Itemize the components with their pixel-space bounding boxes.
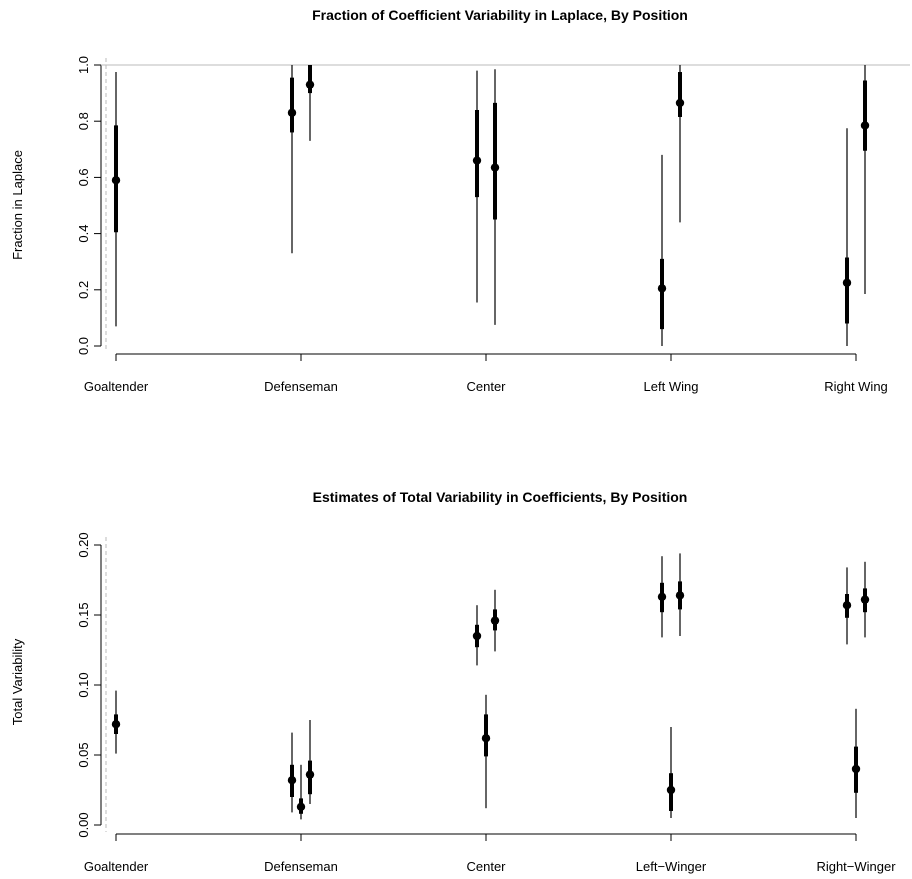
panel-total-variability: Estimates of Total Variability in Coeffi…	[10, 489, 896, 874]
y-tick-label: 1.0	[76, 56, 91, 74]
point-estimate	[657, 592, 667, 601]
y-tick-label: 0.20	[76, 532, 91, 557]
interval-point	[287, 65, 297, 254]
chart-title-bottom: Estimates of Total Variability in Coeffi…	[313, 489, 688, 505]
interval-point	[296, 764, 306, 820]
interval-point	[287, 732, 297, 813]
point-estimate	[111, 720, 121, 729]
interval-point	[111, 72, 121, 327]
interval-point	[490, 589, 500, 652]
point-estimate	[472, 156, 482, 165]
panel-laplace-fraction: Fraction of Coefficient Variability in L…	[10, 7, 910, 394]
interval-point	[472, 70, 482, 303]
y-tick-label: 0.6	[76, 168, 91, 186]
point-estimate	[287, 108, 297, 117]
interval-point	[860, 561, 870, 638]
y-axis-label-top: Fraction in Laplace	[10, 150, 25, 260]
interval-point	[675, 553, 685, 636]
y-tick-label: 0.2	[76, 281, 91, 299]
point-estimate	[842, 601, 852, 610]
x-tick-label: Defenseman	[264, 379, 338, 394]
point-estimate	[490, 163, 500, 172]
x-tick-label: Left Wing	[644, 379, 699, 394]
interval-point	[851, 708, 861, 818]
interval-point	[305, 65, 315, 141]
x-tick-label: Center	[466, 859, 506, 874]
point-estimate	[111, 176, 121, 185]
x-tick-label: Center	[466, 379, 506, 394]
interval-point	[472, 605, 482, 666]
point-estimate	[666, 785, 676, 795]
y-tick-label: 0.10	[76, 672, 91, 697]
point-estimate	[851, 764, 861, 774]
x-tick-label: Left−Winger	[636, 859, 707, 874]
point-estimate	[675, 98, 685, 108]
interval-point	[842, 128, 852, 346]
interval-point	[481, 694, 491, 809]
marks-bottom: 0.00 0.05 0.10 0.15 0.20 Goaltender Defenseman…	[76, 532, 896, 874]
marks-top: 0.0 0.2 0.4 0.6 0.8 1.0 Goaltender Defenseman Ce…	[76, 56, 910, 394]
x-tick-label: Right−Winger	[816, 859, 896, 874]
point-estimate	[842, 278, 852, 287]
point-estimate	[287, 776, 297, 785]
interval-point	[657, 556, 667, 638]
y-tick-label: 0.05	[76, 742, 91, 767]
interval-point	[666, 727, 676, 818]
x-tick-label: Goaltender	[84, 859, 149, 874]
interval-point	[842, 567, 852, 645]
point-estimate	[305, 770, 315, 779]
point-estimate	[860, 121, 870, 130]
point-estimate	[860, 595, 870, 604]
y-tick-label: 0.0	[76, 337, 91, 355]
x-tick-label: Defenseman	[264, 859, 338, 874]
point-estimate	[490, 616, 500, 625]
point-estimate	[296, 802, 306, 811]
interval-point	[111, 690, 121, 754]
interval-point	[860, 65, 870, 295]
point-estimate	[472, 631, 482, 641]
interval-point	[490, 69, 500, 325]
chart-title-top: Fraction of Coefficient Variability in L…	[312, 7, 688, 23]
interval-point	[657, 154, 667, 346]
y-axis-label-bottom: Total Variability	[10, 638, 25, 725]
point-estimate	[657, 284, 667, 293]
y-tick-label: 0.00	[76, 812, 91, 837]
y-tick-label: 0.4	[76, 225, 91, 243]
y-tick-label: 0.15	[76, 602, 91, 627]
y-tick-label: 0.8	[76, 112, 91, 130]
interval-point	[675, 65, 685, 223]
interval-point	[305, 720, 315, 804]
x-tick-label: Goaltender	[84, 379, 149, 394]
point-estimate	[675, 591, 685, 600]
point-estimate	[305, 80, 315, 89]
point-estimate	[481, 734, 491, 743]
x-tick-label: Right Wing	[824, 379, 888, 394]
